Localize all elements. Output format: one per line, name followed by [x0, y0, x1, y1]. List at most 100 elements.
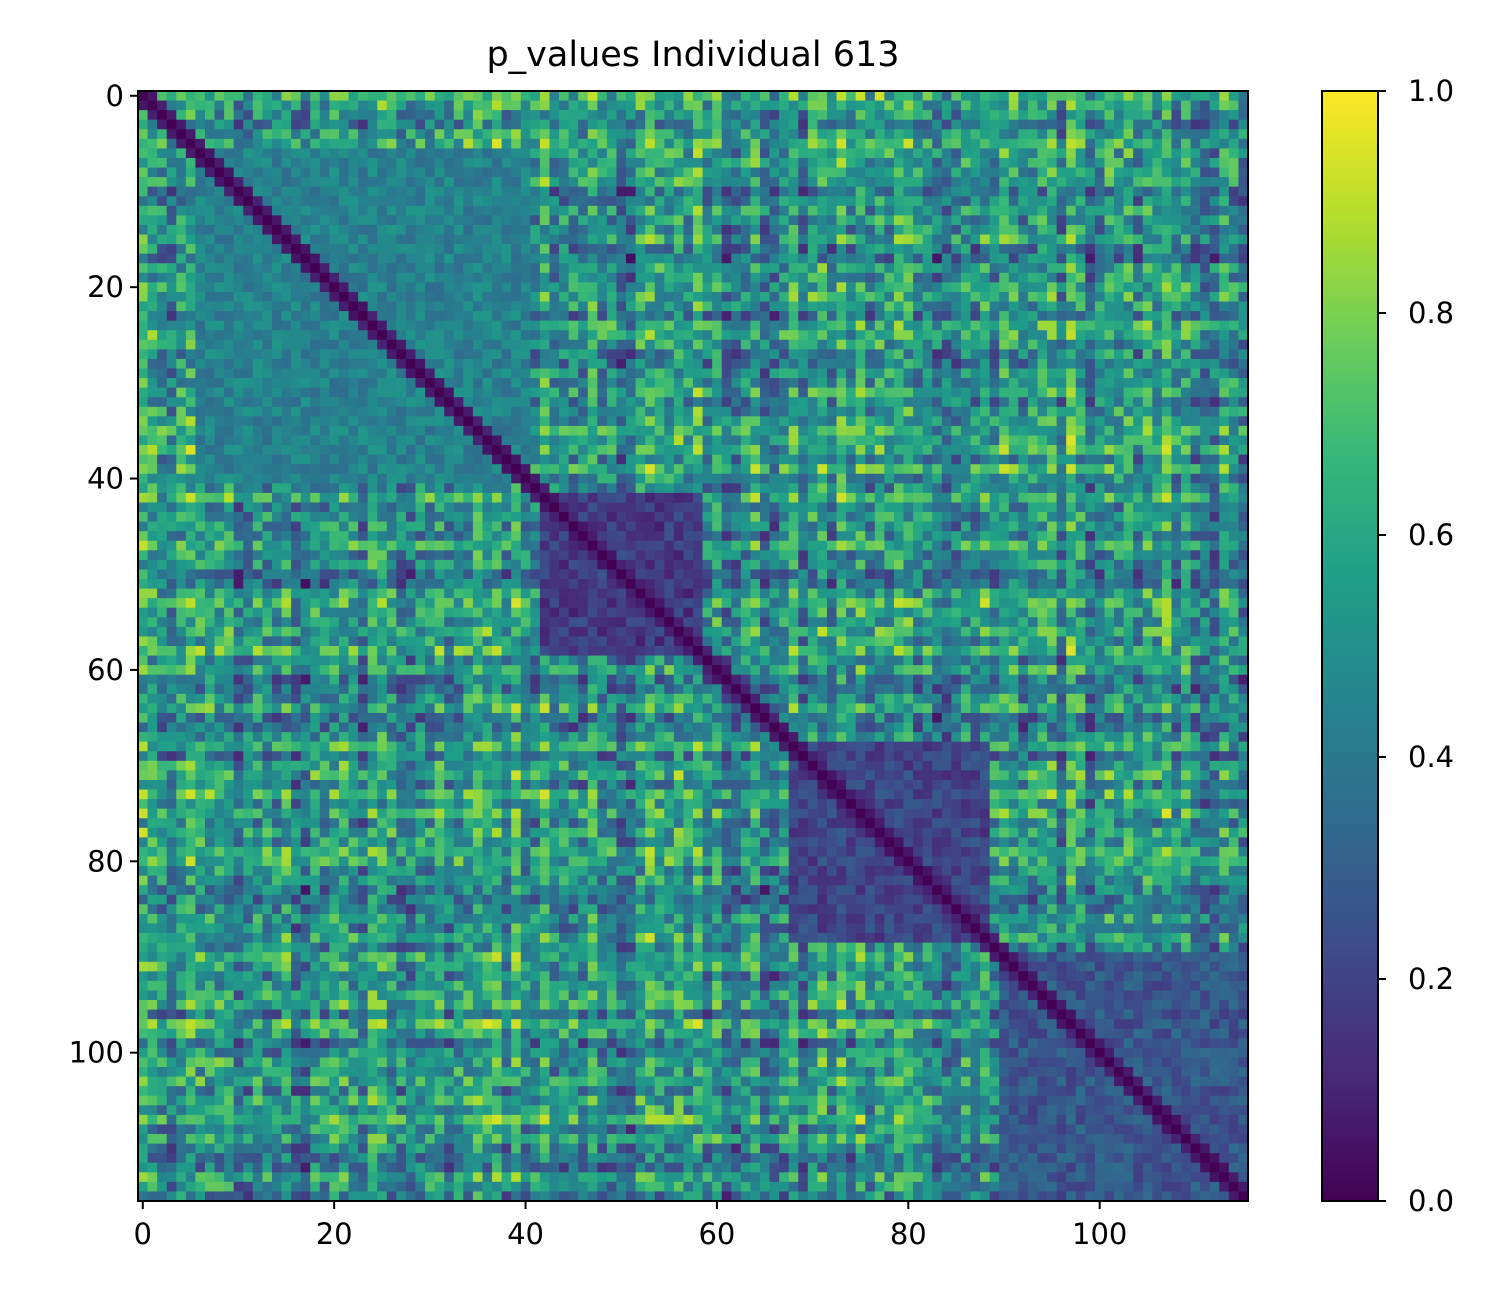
heatmap-cell: [606, 445, 617, 456]
heatmap-cell: [884, 320, 895, 331]
heatmap-cell: [654, 129, 665, 140]
heatmap-cell: [951, 339, 962, 350]
heatmap-cell: [798, 167, 809, 178]
heatmap-cell: [884, 445, 895, 456]
heatmap-cell: [147, 349, 158, 360]
heatmap-cell: [1104, 196, 1115, 207]
heatmap-cell: [616, 234, 627, 245]
heatmap-cell: [1133, 91, 1144, 101]
heatmap-cell: [913, 492, 924, 503]
heatmap-cell: [1133, 157, 1144, 168]
heatmap-cell: [855, 263, 866, 274]
heatmap-cell: [578, 157, 589, 168]
heatmap-cell: [262, 454, 273, 465]
heatmap-cell: [626, 263, 636, 274]
heatmap-cell: [1152, 339, 1163, 350]
heatmap-cell: [405, 368, 416, 379]
heatmap-cell: [1171, 368, 1182, 379]
heatmap-cell: [645, 397, 656, 408]
heatmap-cell: [874, 263, 885, 274]
heatmap-cell: [960, 349, 971, 360]
heatmap-cell: [846, 100, 857, 111]
heatmap-cell: [683, 492, 694, 503]
heatmap-cell: [185, 291, 196, 302]
heatmap-cell: [511, 301, 522, 312]
heatmap-cell: [597, 387, 608, 398]
heatmap-cell: [281, 196, 292, 207]
heatmap-cell: [1190, 387, 1201, 398]
heatmap-cell: [712, 416, 723, 427]
heatmap-cell: [482, 157, 493, 168]
heatmap-cell: [903, 464, 914, 475]
heatmap-cell: [1219, 454, 1230, 465]
heatmap-cell: [740, 234, 751, 245]
heatmap-cell: [195, 387, 206, 398]
heatmap-cell: [281, 435, 292, 446]
heatmap-cell: [233, 100, 244, 111]
heatmap-cell: [539, 301, 550, 312]
heatmap-cell: [233, 157, 244, 168]
heatmap-cell: [626, 282, 636, 293]
heatmap-cell: [606, 339, 617, 350]
heatmap-cell: [386, 435, 397, 446]
heatmap-cell: [1123, 244, 1134, 255]
heatmap-cell: [367, 473, 378, 484]
heatmap-cell: [425, 177, 436, 188]
heatmap-cell: [138, 445, 148, 456]
heatmap-cell: [645, 301, 656, 312]
heatmap-cell: [1094, 397, 1105, 408]
heatmap-cell: [300, 244, 311, 255]
heatmap-cell: [1209, 301, 1220, 312]
heatmap-cell: [367, 167, 378, 178]
heatmap-cell: [214, 358, 225, 369]
heatmap-cell: [329, 473, 340, 484]
heatmap-cell: [1037, 291, 1048, 302]
heatmap-cell: [147, 196, 158, 207]
heatmap-cell: [1094, 339, 1105, 350]
heatmap-cell: [721, 148, 732, 159]
heatmap-cell: [195, 416, 206, 427]
heatmap-cell: [913, 425, 924, 436]
heatmap-cell: [539, 483, 550, 494]
heatmap-cell: [1027, 148, 1038, 159]
heatmap-cell: [559, 234, 569, 245]
heatmap-cell: [1047, 157, 1058, 168]
heatmap-cell: [195, 129, 206, 140]
heatmap-cell: [319, 215, 330, 226]
heatmap-cell: [750, 234, 761, 245]
heatmap-cell: [702, 100, 713, 111]
heatmap-cell: [1037, 253, 1048, 264]
heatmap-cell: [482, 406, 493, 417]
heatmap-cell: [1228, 406, 1239, 417]
heatmap-cell: [826, 205, 837, 216]
heatmap-cell: [338, 205, 349, 216]
heatmap-cell: [635, 282, 646, 293]
heatmap-cell: [243, 464, 254, 475]
heatmap-cell: [1219, 406, 1230, 417]
heatmap-cell: [960, 129, 971, 140]
heatmap-cell: [195, 167, 206, 178]
heatmap-cell: [788, 330, 799, 341]
heatmap-cell: [377, 349, 388, 360]
heatmap-cell: [310, 234, 321, 245]
heatmap-cell: [329, 263, 340, 274]
heatmap-cell: [549, 91, 560, 101]
heatmap-cell: [693, 110, 703, 121]
heatmap-cell: [960, 483, 971, 494]
heatmap-cell: [798, 100, 809, 111]
heatmap-cell: [434, 425, 445, 436]
heatmap-cell: [463, 215, 474, 226]
heatmap-cell: [1181, 397, 1191, 408]
heatmap-cell: [645, 330, 656, 341]
heatmap-cell: [549, 291, 560, 302]
heatmap-cell: [1190, 167, 1201, 178]
heatmap-cell: [453, 483, 464, 494]
heatmap-cell: [291, 397, 302, 408]
heatmap-cell: [559, 110, 569, 121]
heatmap-cell: [673, 234, 684, 245]
heatmap-cell: [779, 157, 790, 168]
heatmap-cell: [434, 244, 445, 255]
heatmap-cell: [1018, 148, 1029, 159]
heatmap-cell: [1219, 368, 1230, 379]
heatmap-cell: [358, 311, 369, 322]
